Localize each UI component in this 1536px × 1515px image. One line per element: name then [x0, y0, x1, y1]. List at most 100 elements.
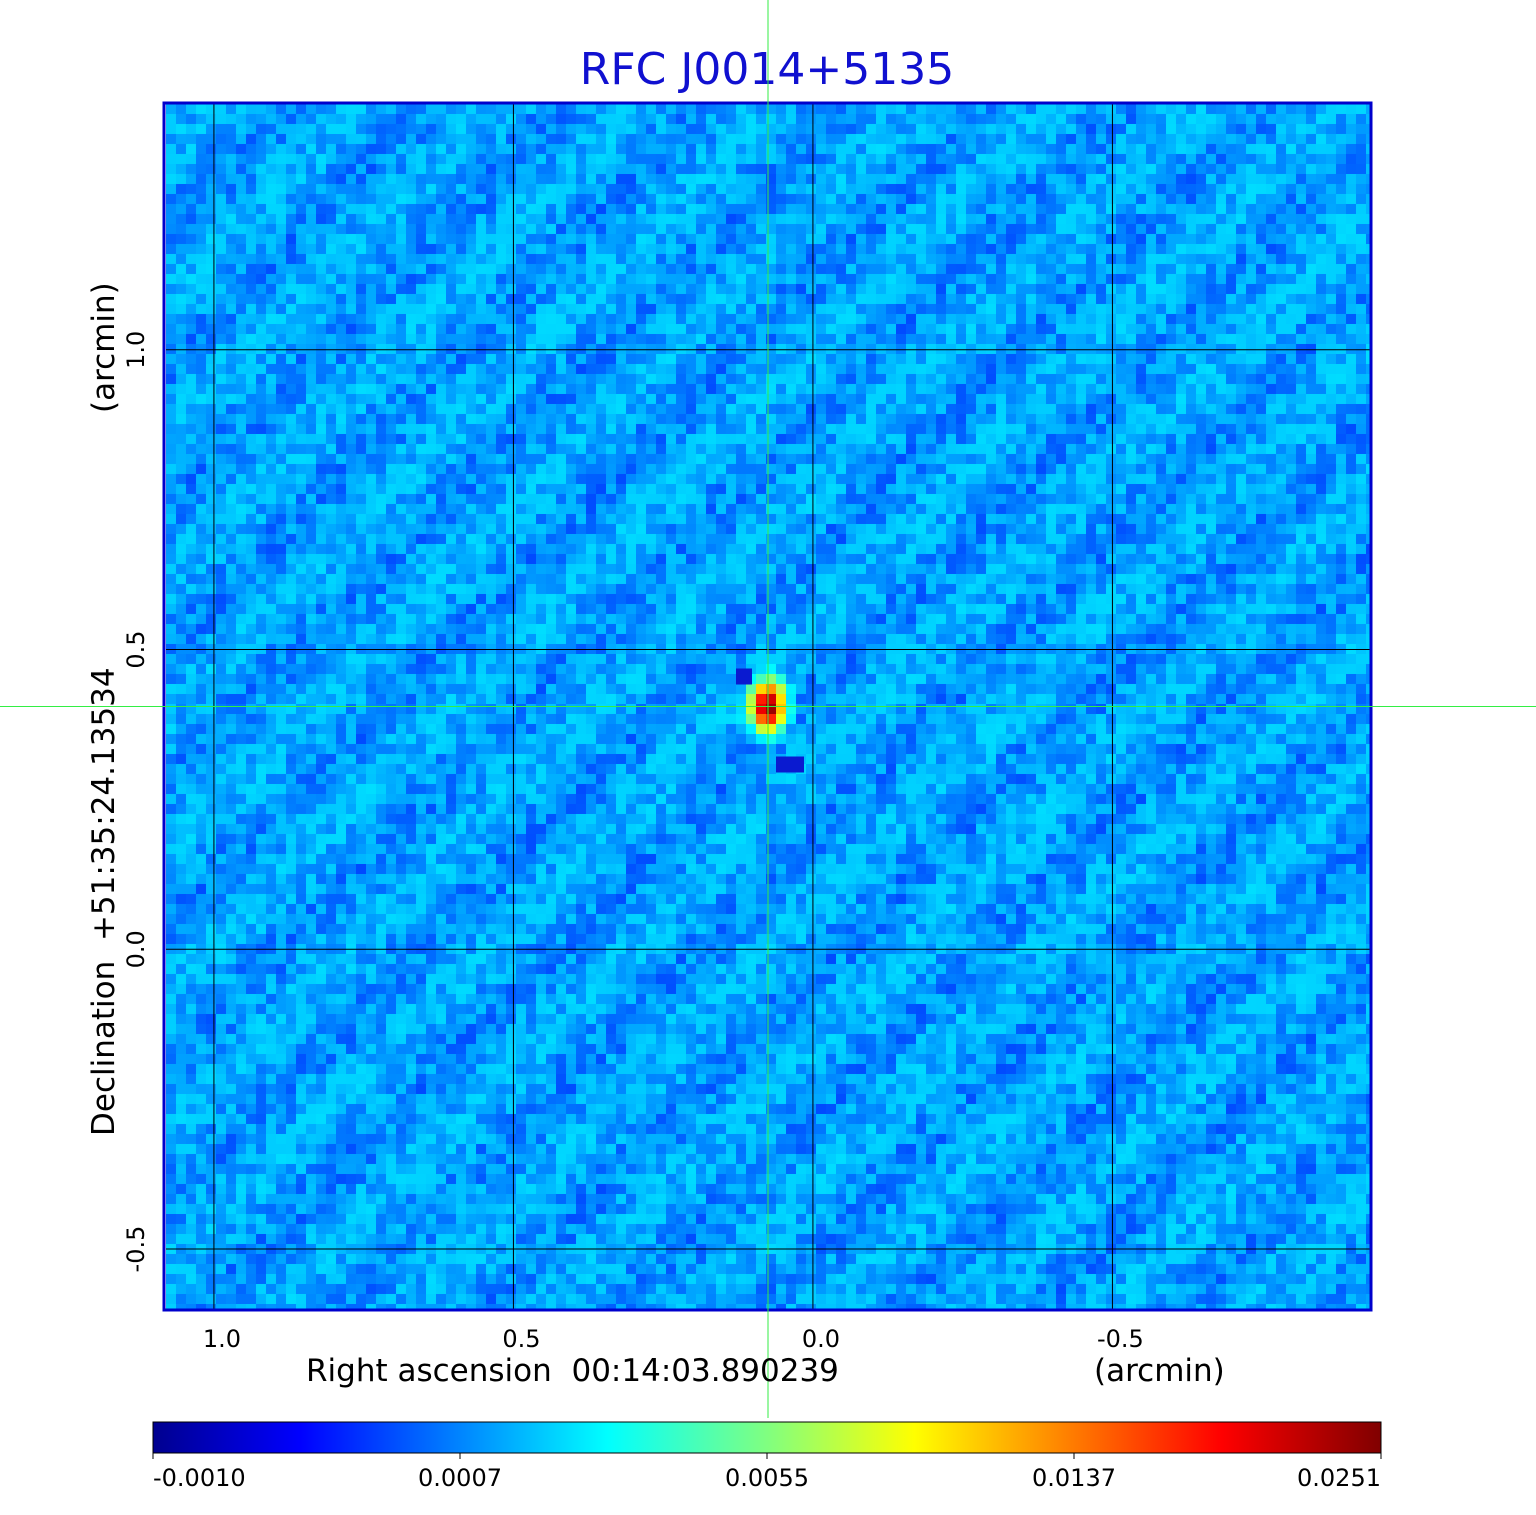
heatmap-cell: [236, 104, 247, 115]
heatmap-cell: [566, 294, 577, 305]
heatmap-cell: [566, 184, 577, 195]
heatmap-cell: [826, 194, 837, 205]
heatmap-cell: [1226, 274, 1237, 285]
heatmap-cell: [466, 494, 477, 505]
heatmap-cell: [1266, 194, 1277, 205]
heatmap-cell: [1186, 324, 1197, 335]
heatmap-cell: [166, 364, 177, 375]
heatmap-cell: [1256, 154, 1267, 165]
heatmap-cell: [266, 354, 277, 365]
heatmap-cell: [176, 254, 187, 265]
heatmap-cell: [436, 244, 447, 255]
heatmap-cell: [1256, 214, 1267, 225]
heatmap-cell: [516, 334, 527, 345]
heatmap-cell: [946, 374, 957, 385]
heatmap-cell: [796, 254, 807, 265]
heatmap-cell: [256, 404, 267, 415]
heatmap-cell: [1276, 214, 1287, 225]
heatmap-cell: [966, 144, 977, 155]
heatmap-cell: [456, 404, 467, 415]
heatmap-cell: [676, 194, 687, 205]
heatmap-cell: [536, 364, 547, 375]
heatmap-cell: [1096, 424, 1107, 435]
heatmap-cell: [1166, 424, 1177, 435]
heatmap-cell: [1206, 434, 1217, 445]
heatmap-cell: [296, 414, 307, 425]
heatmap-cell: [656, 104, 667, 115]
heatmap-cell: [706, 294, 717, 305]
heatmap-cell: [1046, 484, 1057, 495]
heatmap-cell: [1076, 384, 1087, 395]
heatmap-cell: [1156, 204, 1167, 215]
heatmap-cell: [426, 444, 437, 455]
heatmap-cell: [696, 254, 707, 265]
heatmap-cell: [216, 334, 227, 345]
heatmap-cell: [586, 324, 597, 335]
heatmap-cell: [316, 314, 327, 325]
heatmap-cell: [676, 294, 687, 305]
heatmap-cell: [896, 464, 907, 475]
heatmap-cell: [326, 334, 337, 345]
heatmap-cell: [626, 364, 637, 375]
heatmap-cell: [1126, 264, 1137, 275]
heatmap-cell: [506, 444, 517, 455]
heatmap-cell: [1036, 264, 1047, 275]
heatmap-cell: [1166, 184, 1177, 195]
heatmap-cell: [476, 244, 487, 255]
heatmap-cell: [856, 484, 867, 495]
heatmap-cell: [816, 354, 827, 365]
heatmap-cell: [1086, 304, 1097, 315]
heatmap-cell: [406, 234, 417, 245]
heatmap-cell: [196, 494, 207, 505]
heatmap-cell: [386, 364, 397, 375]
heatmap-cell: [1156, 264, 1167, 275]
heatmap-cell: [186, 504, 197, 515]
heatmap-cell: [396, 384, 407, 395]
heatmap-cell: [256, 324, 267, 335]
heatmap-cell: [456, 384, 467, 395]
heatmap-cell: [1216, 134, 1227, 145]
heatmap-cell: [166, 114, 177, 125]
heatmap-cell: [916, 374, 927, 385]
heatmap-cell: [296, 504, 307, 515]
heatmap-cell: [1036, 224, 1047, 235]
heatmap-cell: [536, 414, 547, 425]
heatmap-cell: [976, 134, 987, 145]
heatmap-cell: [486, 424, 497, 435]
heatmap-cell: [566, 474, 577, 485]
heatmap-cell: [176, 464, 187, 475]
heatmap-cell: [456, 214, 467, 225]
heatmap-cell: [246, 454, 257, 465]
heatmap-cell: [176, 284, 187, 295]
heatmap-cell: [796, 454, 807, 465]
heatmap-cell: [836, 324, 847, 335]
heatmap-cell: [176, 454, 187, 465]
heatmap-cell: [206, 264, 217, 275]
heatmap-cell: [746, 314, 757, 325]
heatmap-cell: [606, 144, 617, 155]
heatmap-cell: [586, 264, 597, 275]
heatmap-cell: [786, 114, 797, 125]
heatmap-cell: [1066, 134, 1077, 145]
heatmap-cell: [586, 104, 597, 115]
heatmap-cell: [1076, 334, 1087, 345]
heatmap-cell: [326, 364, 337, 375]
heatmap-cell: [1036, 424, 1047, 435]
heatmap-cell: [936, 404, 947, 415]
heatmap-cell: [666, 114, 677, 125]
heatmap-cell: [386, 504, 397, 515]
heatmap-cell: [1006, 124, 1017, 135]
heatmap-cell: [866, 304, 877, 315]
heatmap-cell: [306, 104, 317, 115]
heatmap-cell: [176, 124, 187, 135]
heatmap-cell: [846, 114, 857, 125]
heatmap-cell: [526, 104, 537, 115]
heatmap-cell: [1296, 314, 1307, 325]
heatmap-cell: [206, 304, 217, 315]
heatmap-cell: [1226, 134, 1237, 145]
heatmap-cell: [666, 214, 677, 225]
heatmap-cell: [436, 324, 447, 335]
heatmap-cell: [496, 494, 507, 505]
heatmap-cell: [976, 214, 987, 225]
heatmap-cell: [246, 194, 257, 205]
